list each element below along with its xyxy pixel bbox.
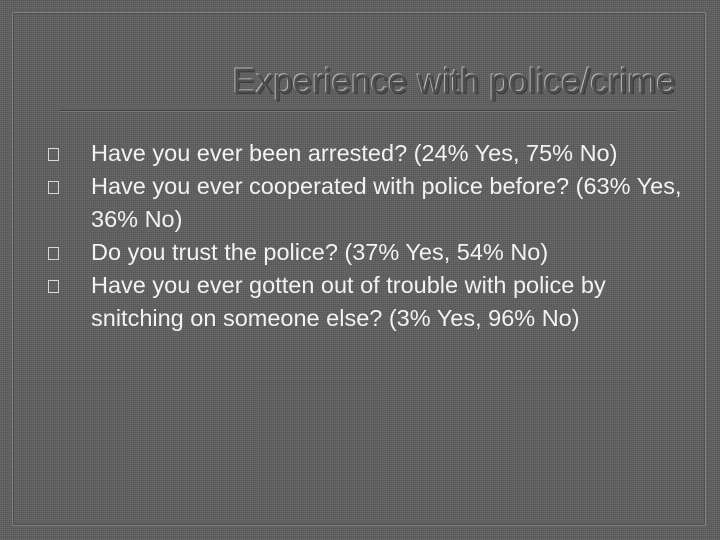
bullet-text: Have you ever gotten out of trouble with… [91, 272, 606, 331]
hollow-square-icon [48, 148, 59, 161]
slide-frame [12, 12, 706, 526]
bullet-text: Have you ever been arrested? (24% Yes, 7… [91, 140, 618, 166]
slide-title: Experience with police/crime [232, 62, 676, 101]
bullet-item: Have you ever been arrested? (24% Yes, 7… [44, 137, 684, 170]
bullet-text: Do you trust the police? (37% Yes, 54% N… [91, 239, 549, 265]
bullet-list: Have you ever been arrested? (24% Yes, 7… [44, 137, 684, 335]
bullet-text: Have you ever cooperated with police bef… [91, 173, 682, 232]
bullet-item: Do you trust the police? (37% Yes, 54% N… [44, 236, 684, 269]
hollow-square-icon [48, 247, 59, 260]
bullet-item: Have you ever cooperated with police bef… [44, 170, 684, 236]
bullet-item: Have you ever gotten out of trouble with… [44, 269, 684, 335]
title-divider [60, 110, 676, 112]
hollow-square-icon [48, 181, 59, 194]
hollow-square-icon [48, 280, 59, 293]
